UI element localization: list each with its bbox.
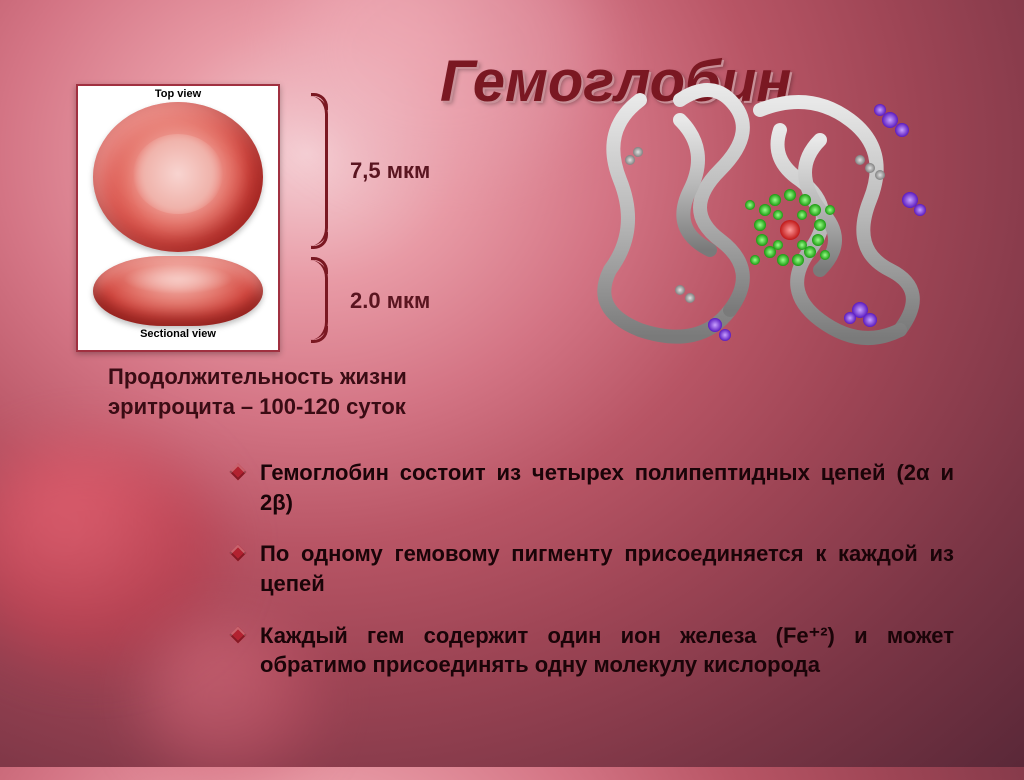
bullet-item: Гемоглобин состоит из четырех полипептид… [232, 458, 954, 517]
sectional-view-label: Sectional view [82, 328, 274, 340]
diameter-value: 7,5 мкм [350, 158, 430, 184]
erythrocyte-sectional-view [93, 256, 263, 326]
lifespan-text: Продолжительность жизни эритроцита – 100… [108, 362, 407, 421]
erythrocyte-figure: Top view Sectional view [76, 84, 280, 352]
erythrocyte-top-view [93, 102, 263, 252]
top-view-label: Top view [82, 88, 274, 100]
bullet-item: По одному гемовому пигменту присоединяет… [232, 539, 954, 598]
background-blob [0, 440, 220, 660]
bullet-list: Гемоглобин состоит из четырех полипептид… [232, 458, 954, 702]
thickness-value: 2.0 мкм [350, 288, 430, 314]
lifespan-line: эритроцита – 100-120 суток [108, 394, 406, 419]
hemoglobin-molecule [560, 60, 960, 360]
lifespan-line: Продолжительность жизни [108, 364, 407, 389]
protein-backbone [604, 90, 913, 338]
brace-thickness [290, 260, 328, 340]
bullet-item: Каждый гем содержит один ион железа (Fe⁺… [232, 621, 954, 680]
brace-diameter [290, 96, 328, 246]
iron-ion [780, 220, 800, 240]
